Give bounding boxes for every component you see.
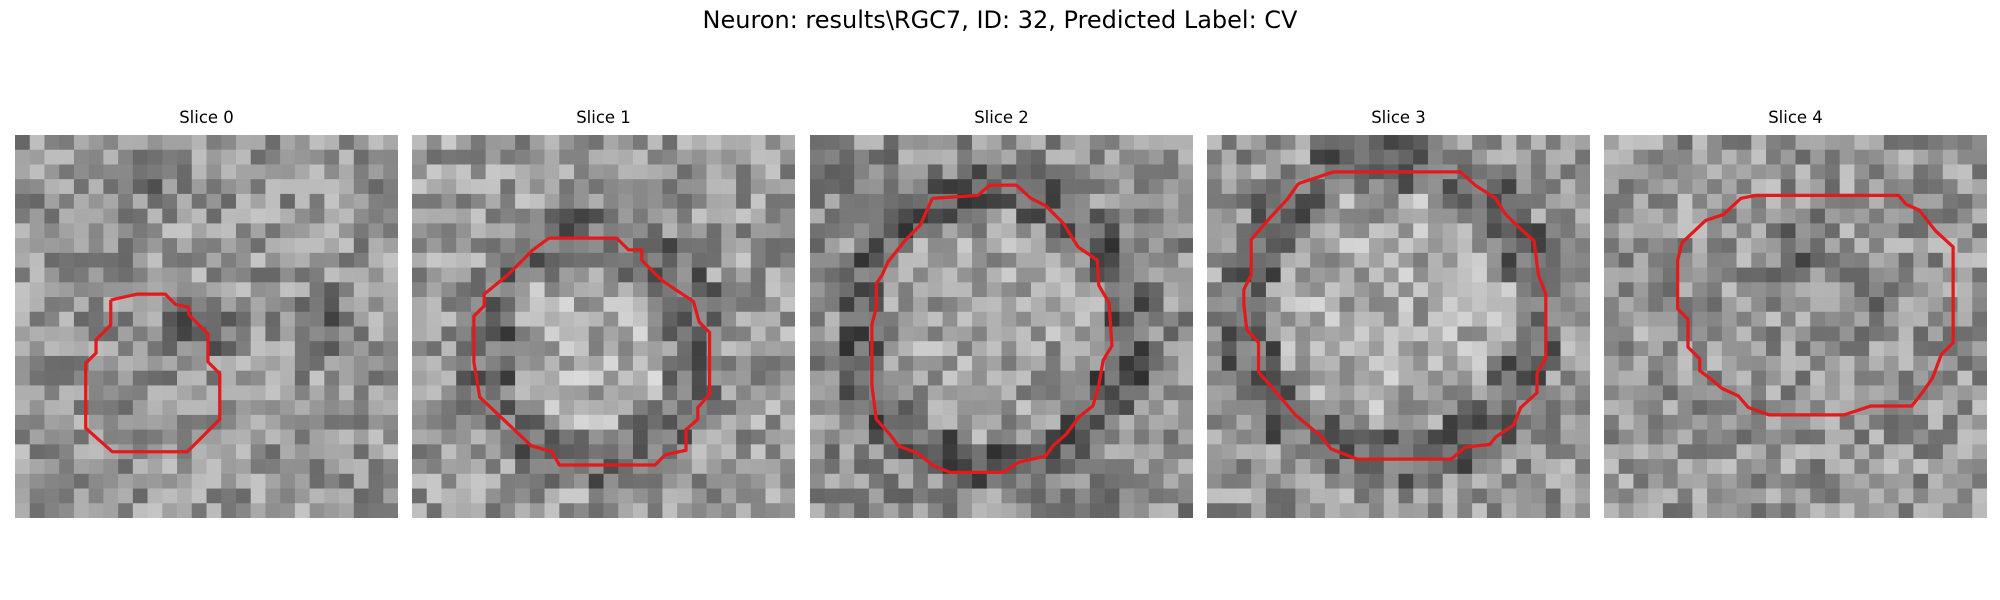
- slice-title: Slice 2: [974, 108, 1029, 127]
- slice-image: [412, 135, 795, 518]
- slice-image: [15, 135, 398, 518]
- slice-title: Slice 3: [1371, 108, 1426, 127]
- neuron-contour: [1242, 170, 1548, 461]
- slice-title: Slice 4: [1768, 108, 1823, 127]
- pixel-grid: [412, 135, 795, 518]
- slice-image: [810, 135, 1193, 518]
- neuron-contour: [870, 183, 1114, 474]
- slice-image: [1604, 135, 1987, 518]
- slice-title: Slice 0: [179, 108, 234, 127]
- pixel-grid: [15, 135, 398, 518]
- pixel-grid: [1207, 135, 1590, 518]
- pixel-grid: [1604, 135, 1987, 518]
- figure-title: Neuron: results\RGC7, ID: 32, Predicted …: [702, 6, 1298, 34]
- pixel-grid: [810, 135, 1193, 518]
- slice-image: [1207, 135, 1590, 518]
- neuron-contour: [1676, 193, 1955, 417]
- neuron-contour: [84, 292, 222, 454]
- neuron-contour: [472, 236, 712, 467]
- slice-title: Slice 1: [576, 108, 631, 127]
